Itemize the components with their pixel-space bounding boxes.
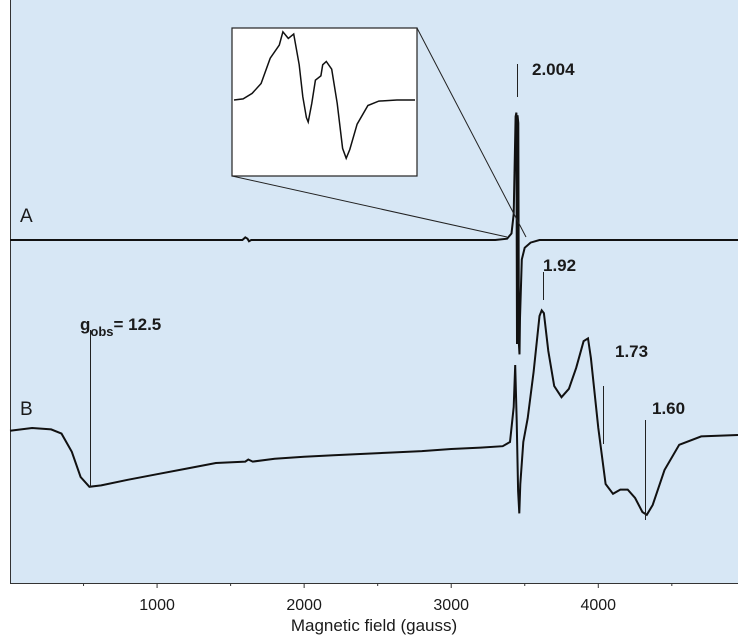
g-173-label: 1.73 <box>615 342 648 361</box>
inset-box <box>231 27 418 177</box>
series-b-label: B <box>20 399 33 420</box>
x-tick-label: 3000 <box>433 597 469 614</box>
series-a-label: A <box>20 206 33 227</box>
g-192-label: 1.92 <box>543 256 576 275</box>
series-a-line <box>10 112 738 355</box>
inset-connector-upper <box>416 27 527 238</box>
series-b-line <box>9 308 738 517</box>
inset-trace-line <box>233 30 415 161</box>
x-axis-title: Magnetic field (gauss) <box>291 616 457 635</box>
axis-ticks <box>83 583 673 588</box>
x-tick-label: 2000 <box>286 597 322 614</box>
g-160-label: 1.60 <box>652 399 685 418</box>
inset-connector-lower <box>231 175 508 238</box>
x-tick-labels: 1000 2000 3000 4000 <box>139 597 616 614</box>
g-obs-label: gobs= 12.5 <box>80 315 161 339</box>
g-2004-label: 2.004 <box>532 60 575 79</box>
x-tick-label: 4000 <box>580 597 616 614</box>
x-tick-label: 1000 <box>139 597 175 614</box>
